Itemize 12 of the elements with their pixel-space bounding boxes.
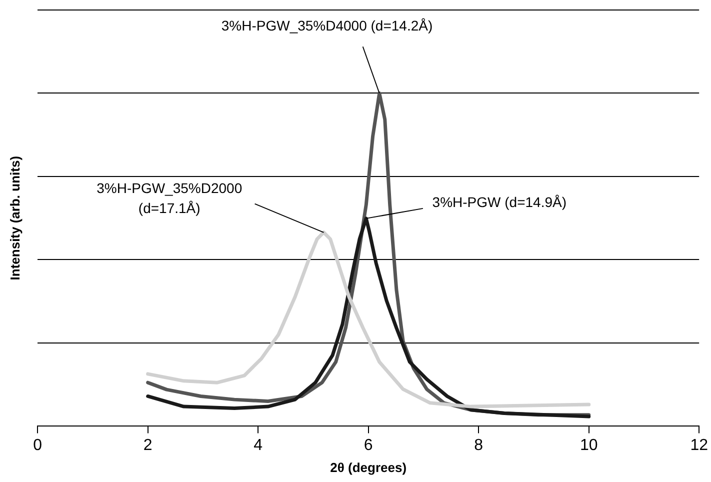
annotation: 3%H-PGW_35%D4000 (d=14.2Å) [221,18,433,34]
x-tick-label: 2 [143,437,152,454]
x-axis-title: 2θ (degrees) [330,460,407,475]
x-tick-label: 6 [364,437,373,454]
x-tick-label: 4 [254,437,263,454]
annotation: 3%H-PGW_35%D2000 (d=17.1Å) [96,180,242,216]
x-tick-label: 10 [580,437,598,454]
y-axis-title: Intensity (arb. units) [7,156,22,280]
x-tick-label: 12 [690,437,708,454]
x-tick-label: 8 [474,437,484,454]
x-tick-label: 0 [33,437,42,454]
annotation: 3%H-PGW (d=14.9Å) [432,194,567,210]
